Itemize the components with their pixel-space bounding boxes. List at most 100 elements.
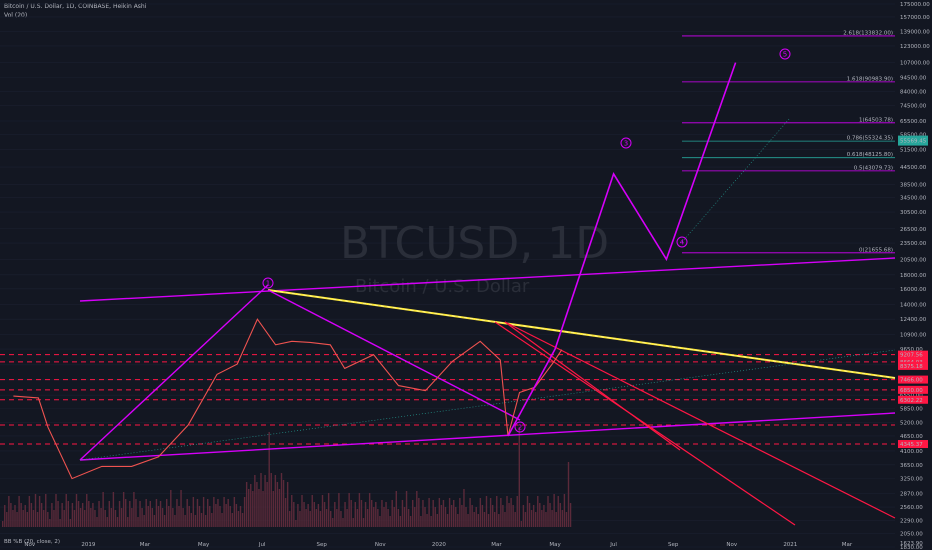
volume-bar — [151, 508, 154, 527]
volume-bar — [243, 497, 246, 527]
volume-bar — [217, 499, 219, 527]
volume-bar — [274, 475, 277, 527]
y-tick-label-36: 2050.00 — [900, 531, 923, 537]
volume-bar — [196, 499, 199, 527]
volume-bar — [110, 508, 113, 527]
volume-bar — [315, 509, 318, 527]
volume-bar — [332, 518, 334, 527]
volume-bar — [235, 504, 238, 527]
volume-bar — [122, 492, 125, 527]
x-tick-label-5: Sep — [317, 542, 328, 548]
volume-bar — [219, 506, 221, 527]
volume-bar — [49, 519, 51, 527]
volume-bar — [557, 496, 559, 527]
volume-bar — [8, 496, 10, 527]
dotted-projection-line — [681, 117, 791, 243]
y-tick-label-23: 9650.00 — [900, 347, 923, 353]
volume-bar — [565, 512, 568, 527]
volume-bar — [422, 500, 424, 527]
volume-bar — [491, 505, 494, 527]
volume-bar — [24, 505, 26, 527]
volume-bar — [147, 506, 149, 527]
volume-bar — [47, 512, 49, 527]
volume-bar — [166, 499, 168, 527]
volume-bar — [67, 501, 69, 527]
y-tick-label-13: 34500.00 — [900, 195, 927, 201]
volume-bar — [387, 509, 389, 527]
volume-bars — [2, 427, 572, 527]
volume-bar — [264, 475, 266, 527]
volume-bar — [330, 511, 332, 527]
y-tick-label-9: 58500.00 — [900, 132, 927, 138]
y-tick-label-11: 44500.00 — [900, 165, 927, 171]
volume-bar — [84, 510, 86, 527]
wave-label-circle-2 — [514, 421, 526, 433]
volume-bar — [377, 509, 379, 527]
volume-bar — [225, 504, 227, 527]
y-tick-label-16: 23500.00 — [900, 241, 927, 247]
volume-bar — [241, 513, 244, 527]
volume-bar — [420, 516, 422, 527]
x-tick-label-1: 2019 — [81, 542, 95, 548]
fib-label-2: 1(64503.78) — [859, 117, 893, 123]
volume-bar — [535, 512, 537, 527]
volume-bar — [237, 511, 240, 527]
volume-bar — [373, 507, 375, 527]
fib-label-6: 0(21655.68) — [859, 247, 893, 253]
volume-bar — [502, 505, 504, 527]
volume-bar — [34, 494, 37, 527]
price-tag-text-5: 6302.22 — [900, 398, 923, 404]
volume-bar — [38, 496, 41, 527]
volume-bar — [276, 482, 279, 527]
volume-bar — [248, 489, 250, 527]
volume-bar — [157, 506, 160, 527]
volume-bar — [71, 503, 74, 527]
volume-bar — [319, 511, 322, 527]
current-price-tag — [898, 135, 928, 146]
volume-bar — [63, 510, 65, 527]
price-tag-4 — [898, 385, 928, 394]
x-tick-label-11: Sep — [668, 542, 679, 548]
volume-bar — [86, 494, 88, 527]
volume-bar — [325, 509, 328, 527]
volume-bar — [268, 432, 270, 527]
y-tick-label-2: 139000.00 — [900, 29, 930, 35]
volume-bar — [309, 511, 311, 527]
volume-bar — [6, 512, 8, 527]
volume-bar — [498, 514, 500, 527]
chart-title: Bitcoin / U.S. Dollar, 1D, COINBASE, Hei… — [4, 3, 147, 10]
volume-bar — [463, 489, 465, 527]
volume-bar — [403, 507, 406, 527]
y-tick-label-10: 51500.00 — [900, 148, 927, 154]
volume-bar — [551, 510, 553, 527]
volume-bar — [258, 489, 260, 527]
volume-bar — [174, 515, 176, 527]
price-tag-text-2: 8375.18 — [900, 364, 923, 370]
price-tag-3 — [898, 375, 928, 384]
volume-bar — [342, 518, 344, 527]
volume-bar — [356, 509, 359, 527]
volume-bar — [254, 475, 256, 527]
y-tick-label-4: 107000.00 — [900, 61, 930, 67]
volume-bar — [295, 520, 297, 527]
y-tick-label-21: 12400.00 — [900, 317, 927, 323]
volume-bar — [176, 499, 178, 527]
lower-channel-line — [79, 412, 896, 461]
volume-bar — [323, 502, 326, 527]
volume-bar — [541, 510, 543, 527]
volume-bar — [100, 508, 102, 527]
volume-bar — [301, 495, 303, 527]
volume-bar — [471, 505, 473, 527]
volume-bar — [313, 502, 315, 527]
volume-bar — [200, 513, 203, 527]
y-tick-label-18: 18000.00 — [900, 273, 927, 279]
volume-bar — [53, 510, 55, 527]
price-axis: 175000.00 157000.00 139000.00 123000.00 1070… — [898, 2, 930, 550]
dotted-ma-line — [79, 349, 896, 461]
volume-bar — [506, 496, 508, 527]
volume-bar — [184, 515, 186, 527]
y-tick-label-15: 26500.00 — [900, 227, 927, 233]
wave-label-3: 3 — [624, 140, 628, 148]
volume-bar — [143, 515, 145, 527]
